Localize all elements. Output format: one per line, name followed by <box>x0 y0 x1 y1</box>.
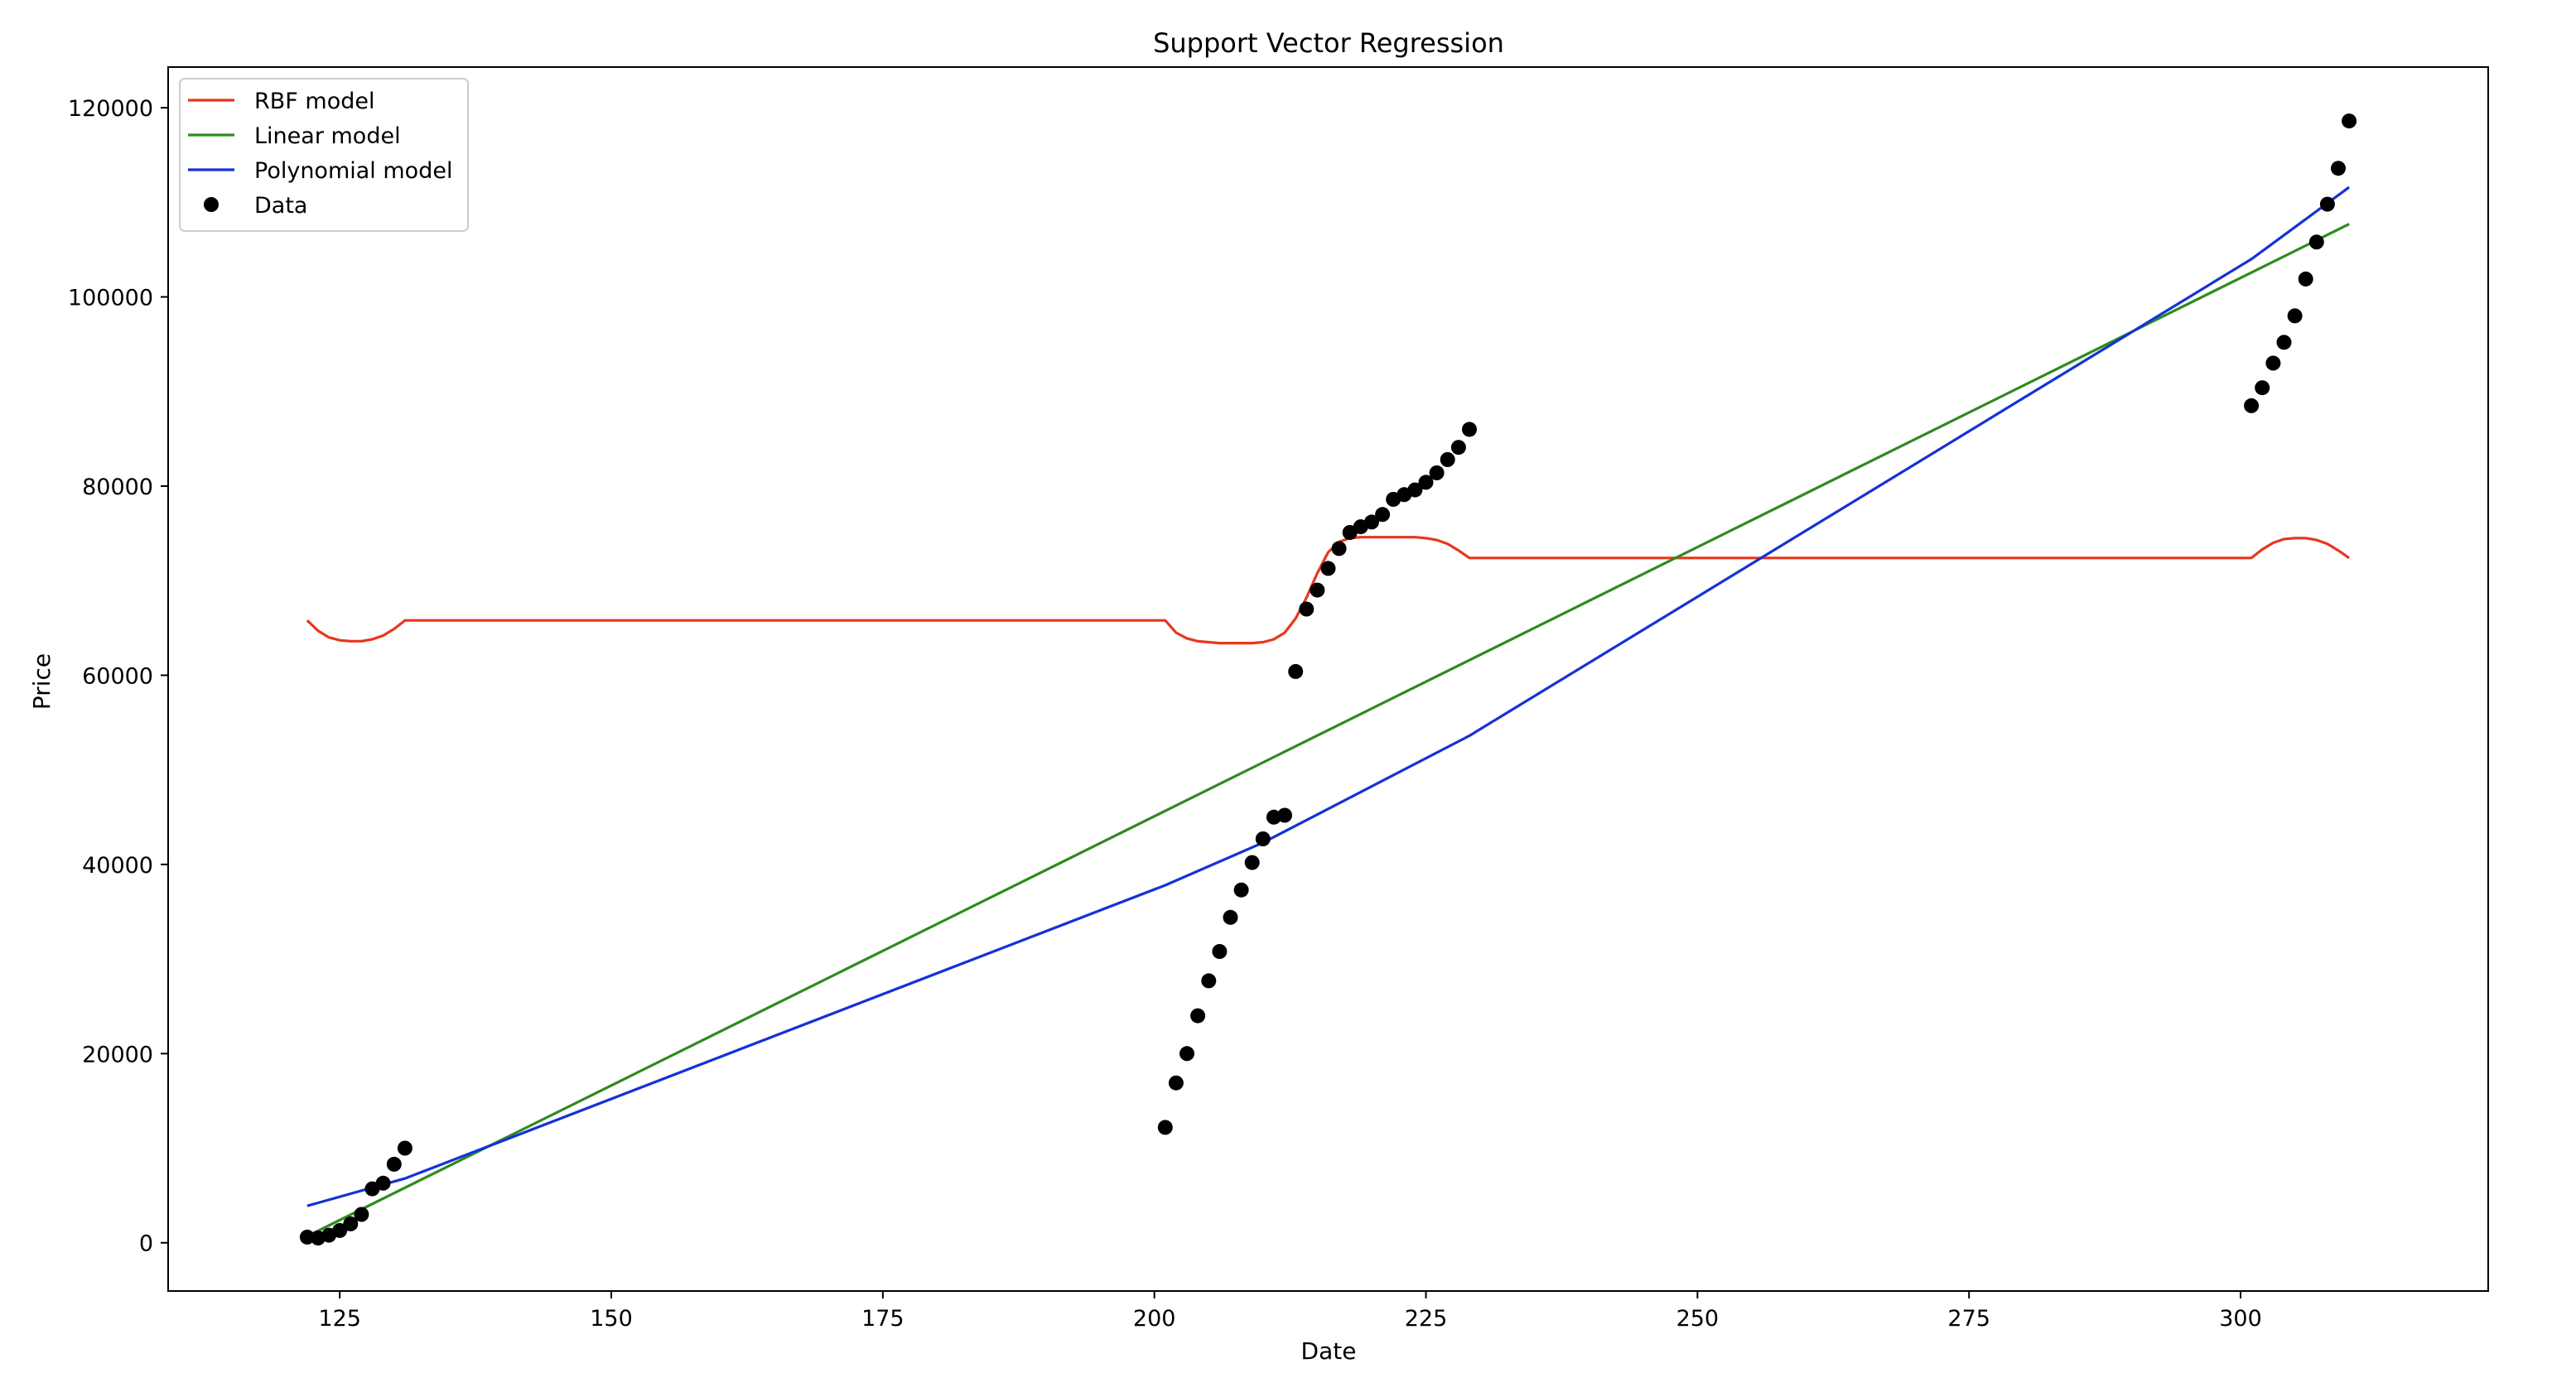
data-point <box>1255 831 1271 846</box>
data-point <box>354 1207 369 1222</box>
x-tick-label: 200 <box>1133 1306 1176 1332</box>
data-point <box>2244 397 2260 413</box>
legend-swatch-data <box>204 197 219 212</box>
data-point <box>1244 855 1260 870</box>
y-tick-label: 20000 <box>82 1042 153 1067</box>
data-point <box>2308 234 2324 250</box>
data-point <box>1462 422 1477 437</box>
x-tick-label: 125 <box>318 1306 361 1332</box>
data-point <box>2287 308 2303 324</box>
y-axis-ticks: 0 20000 40000 60000 80000 100000 120000 <box>68 96 168 1257</box>
data-point <box>343 1216 359 1231</box>
y-tick-label: 40000 <box>82 853 153 879</box>
y-axis-label: Price <box>28 653 55 710</box>
x-axis-label: Date <box>1301 1337 1357 1365</box>
legend-label-polynomial-model: Polynomial model <box>254 158 452 184</box>
series-line-rbf-model <box>306 536 2351 645</box>
data-point <box>1288 663 1304 679</box>
y-tick-label: 100000 <box>68 286 153 311</box>
data-point <box>1190 1008 1206 1024</box>
chart-title: Support Vector Regression <box>1153 27 1504 59</box>
x-tick-label: 250 <box>1676 1306 1720 1332</box>
data-point <box>1212 944 1228 959</box>
legend-label-rbf-model: RBF model <box>254 89 374 114</box>
x-tick-label: 150 <box>590 1306 633 1332</box>
data-point <box>1233 882 1249 898</box>
data-point <box>1223 909 1238 925</box>
legend-label-data: Data <box>254 193 307 219</box>
series-line-linear-model <box>306 223 2350 1238</box>
data-point <box>2342 113 2357 129</box>
data-point <box>397 1140 412 1156</box>
y-tick-label: 0 <box>139 1231 153 1257</box>
data-point <box>2319 196 2335 212</box>
data-point <box>2276 335 2292 350</box>
legend: RBF model Linear model Polynomial model Dat… <box>179 78 469 232</box>
data-point <box>2298 271 2313 287</box>
data-point <box>1277 807 1292 823</box>
data-point <box>1375 507 1391 523</box>
x-tick-label: 175 <box>861 1306 904 1332</box>
data-point <box>1168 1075 1184 1091</box>
data-point <box>2255 380 2270 396</box>
data-point <box>1201 973 1217 989</box>
x-axis-ticks: 125 150 175 200 225 250 275 300 <box>318 1291 2262 1332</box>
data-point <box>375 1175 391 1191</box>
x-tick-label: 300 <box>2219 1306 2262 1332</box>
legend-label-linear-model: Linear model <box>254 123 401 149</box>
data-point <box>1418 475 1434 490</box>
data-point <box>1450 440 1466 455</box>
data-point <box>1331 541 1347 556</box>
y-tick-label: 80000 <box>82 475 153 500</box>
data-point <box>1440 452 1455 467</box>
data-point <box>2265 355 2281 371</box>
data-point <box>332 1222 348 1238</box>
data-point <box>1364 514 1379 530</box>
y-tick-label: 60000 <box>82 663 153 689</box>
x-tick-label: 275 <box>1947 1306 1990 1332</box>
y-tick-label: 120000 <box>68 96 153 122</box>
data-point <box>1179 1046 1194 1062</box>
data-point <box>1299 601 1315 617</box>
data-point <box>1429 465 1445 480</box>
data-point <box>1407 482 1423 498</box>
data-points <box>299 113 2357 1245</box>
x-tick-label: 225 <box>1405 1306 1448 1332</box>
plot-area-frame <box>167 66 2489 1292</box>
data-point <box>1157 1120 1173 1135</box>
data-point <box>299 1229 315 1245</box>
legend-box <box>179 78 469 232</box>
data-point <box>386 1156 402 1172</box>
data-point <box>1320 561 1336 576</box>
data-point <box>2331 161 2346 176</box>
data-point <box>1310 582 1325 598</box>
